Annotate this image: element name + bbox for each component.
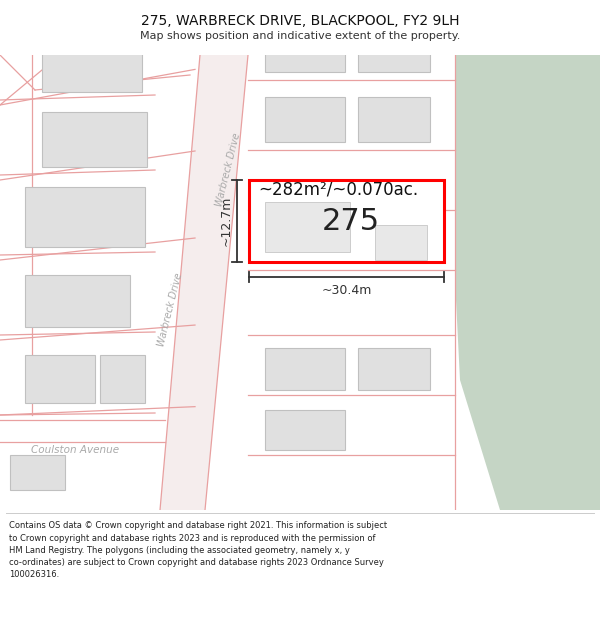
Bar xyxy=(265,97,345,142)
Bar xyxy=(265,348,345,390)
Bar xyxy=(25,355,95,403)
Bar xyxy=(25,275,130,327)
Polygon shape xyxy=(160,55,248,510)
Text: ~30.4m: ~30.4m xyxy=(322,284,371,298)
Text: Warbreck Drive: Warbreck Drive xyxy=(156,272,184,348)
Bar xyxy=(265,202,350,252)
Bar xyxy=(249,180,444,262)
Bar xyxy=(100,355,145,403)
Bar xyxy=(358,348,430,390)
Text: Map shows position and indicative extent of the property.: Map shows position and indicative extent… xyxy=(140,31,460,41)
Text: Warbreck Drive: Warbreck Drive xyxy=(214,132,242,208)
Bar xyxy=(25,187,145,247)
Text: ~282m²/~0.070ac.: ~282m²/~0.070ac. xyxy=(258,181,418,199)
Bar xyxy=(358,27,430,72)
Text: 275, WARBRECK DRIVE, BLACKPOOL, FY2 9LH: 275, WARBRECK DRIVE, BLACKPOOL, FY2 9LH xyxy=(141,14,459,28)
Bar xyxy=(375,225,427,260)
Bar xyxy=(265,410,345,450)
Polygon shape xyxy=(455,55,600,510)
Bar xyxy=(10,455,65,490)
Bar xyxy=(42,112,147,167)
Bar xyxy=(358,97,430,142)
Text: Coulston Avenue: Coulston Avenue xyxy=(31,445,119,455)
Text: 275: 275 xyxy=(322,206,379,236)
Text: Contains OS data © Crown copyright and database right 2021. This information is : Contains OS data © Crown copyright and d… xyxy=(9,521,387,579)
Text: ~12.7m: ~12.7m xyxy=(220,196,233,246)
Bar xyxy=(42,37,142,92)
Bar xyxy=(265,27,345,72)
